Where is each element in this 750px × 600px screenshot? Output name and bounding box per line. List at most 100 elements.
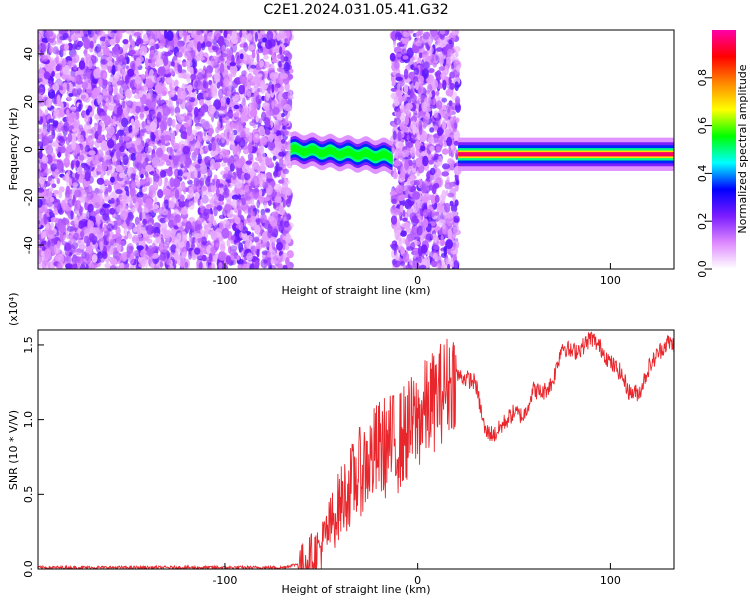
noise-blob xyxy=(162,106,171,117)
noise-blob xyxy=(438,66,446,71)
noise-blob xyxy=(157,66,166,76)
noise-blob xyxy=(200,247,206,256)
noise-blob xyxy=(61,217,70,226)
noise-blob xyxy=(228,107,232,112)
noise-blob xyxy=(68,176,72,187)
noise-blob xyxy=(50,222,54,230)
noise-blob xyxy=(104,180,111,186)
noise-blob xyxy=(123,194,128,200)
noise-blob xyxy=(267,140,276,151)
noise-blob xyxy=(127,214,135,220)
noise-blob xyxy=(208,191,213,198)
noise-blob xyxy=(229,62,237,67)
noise-blob xyxy=(214,67,221,75)
noise-blob xyxy=(246,33,253,41)
noise-blob xyxy=(75,70,84,75)
noise-blob xyxy=(38,176,45,185)
noise-blob xyxy=(208,142,213,152)
noise-blob xyxy=(145,198,154,209)
noise-blob xyxy=(247,207,252,217)
noise-blob xyxy=(219,110,224,115)
noise-blob xyxy=(116,266,120,269)
noise-blob xyxy=(51,183,57,188)
noise-blob xyxy=(218,113,226,119)
noise-blob xyxy=(215,242,220,248)
noise-blob xyxy=(160,120,166,132)
noise-blob xyxy=(228,218,236,223)
noise-blob xyxy=(215,187,220,198)
noise-blob xyxy=(250,169,254,179)
noise-blob xyxy=(255,156,262,161)
noise-blob xyxy=(59,146,66,154)
noise-blob xyxy=(103,105,108,112)
noise-blob xyxy=(177,64,183,74)
noise-blob xyxy=(42,128,47,135)
noise-blob xyxy=(101,42,106,50)
noise-blob xyxy=(123,227,128,236)
noise-blob xyxy=(136,179,141,190)
noise-blob xyxy=(197,171,201,179)
noise-blob xyxy=(38,78,43,83)
noise-blob xyxy=(117,66,125,78)
noise-blob xyxy=(124,169,128,175)
noise-blob xyxy=(286,214,292,221)
noise-blob xyxy=(231,30,238,40)
noise-blob xyxy=(138,226,146,234)
noise-blob xyxy=(213,197,219,206)
noise-blob xyxy=(174,106,181,115)
noise-blob xyxy=(116,244,122,252)
noise-blob xyxy=(176,232,182,243)
noise-blob xyxy=(75,160,80,168)
noise-blob xyxy=(165,160,171,167)
noise-blob xyxy=(211,178,216,186)
noise-blob xyxy=(147,98,152,109)
noise-blob xyxy=(97,149,104,159)
noise-blob xyxy=(164,217,169,222)
noise-blob xyxy=(203,81,209,89)
noise-blob xyxy=(83,165,87,174)
noise-blob xyxy=(134,216,140,226)
noise-blob xyxy=(176,113,185,123)
noise-blob xyxy=(278,179,285,184)
noise-blob xyxy=(170,244,177,253)
noise-blob xyxy=(270,180,276,187)
noise-blob xyxy=(206,72,212,78)
noise-blob xyxy=(241,107,248,116)
noise-blob xyxy=(263,259,268,264)
noise-blob xyxy=(280,139,286,144)
noise-blob xyxy=(262,37,268,43)
noise-blob xyxy=(239,30,243,38)
noise-blob xyxy=(84,144,91,153)
noise-blob xyxy=(254,259,260,269)
noise-blob xyxy=(102,251,108,259)
noise-blob xyxy=(107,65,113,71)
noise-blob xyxy=(245,218,252,224)
noise-blob xyxy=(92,68,101,79)
noise-blob xyxy=(196,41,202,52)
noise-blob xyxy=(286,198,291,208)
noise-blob xyxy=(174,189,180,200)
noise-blob xyxy=(62,32,69,39)
noise-blob xyxy=(48,80,53,88)
noise-blob xyxy=(108,103,115,110)
noise-blob xyxy=(71,53,80,64)
noise-blob xyxy=(183,43,190,52)
noise-blob xyxy=(74,189,82,198)
noise-blob xyxy=(203,30,209,35)
noise-blob xyxy=(78,103,82,112)
noise-blob xyxy=(61,59,66,68)
noise-blob xyxy=(74,257,81,263)
noise-blob xyxy=(126,253,131,258)
noise-blob xyxy=(172,55,178,61)
noise-blob xyxy=(121,117,129,128)
noise-blob xyxy=(180,207,188,216)
noise-blob xyxy=(453,217,460,223)
noise-blob xyxy=(38,63,46,69)
noise-blob xyxy=(162,188,171,196)
noise-blob xyxy=(109,207,116,215)
noise-blob xyxy=(236,166,243,178)
noise-blob xyxy=(146,247,154,257)
noise-blob xyxy=(63,234,67,240)
noise-blob xyxy=(257,178,265,188)
noise-blob xyxy=(285,233,292,244)
